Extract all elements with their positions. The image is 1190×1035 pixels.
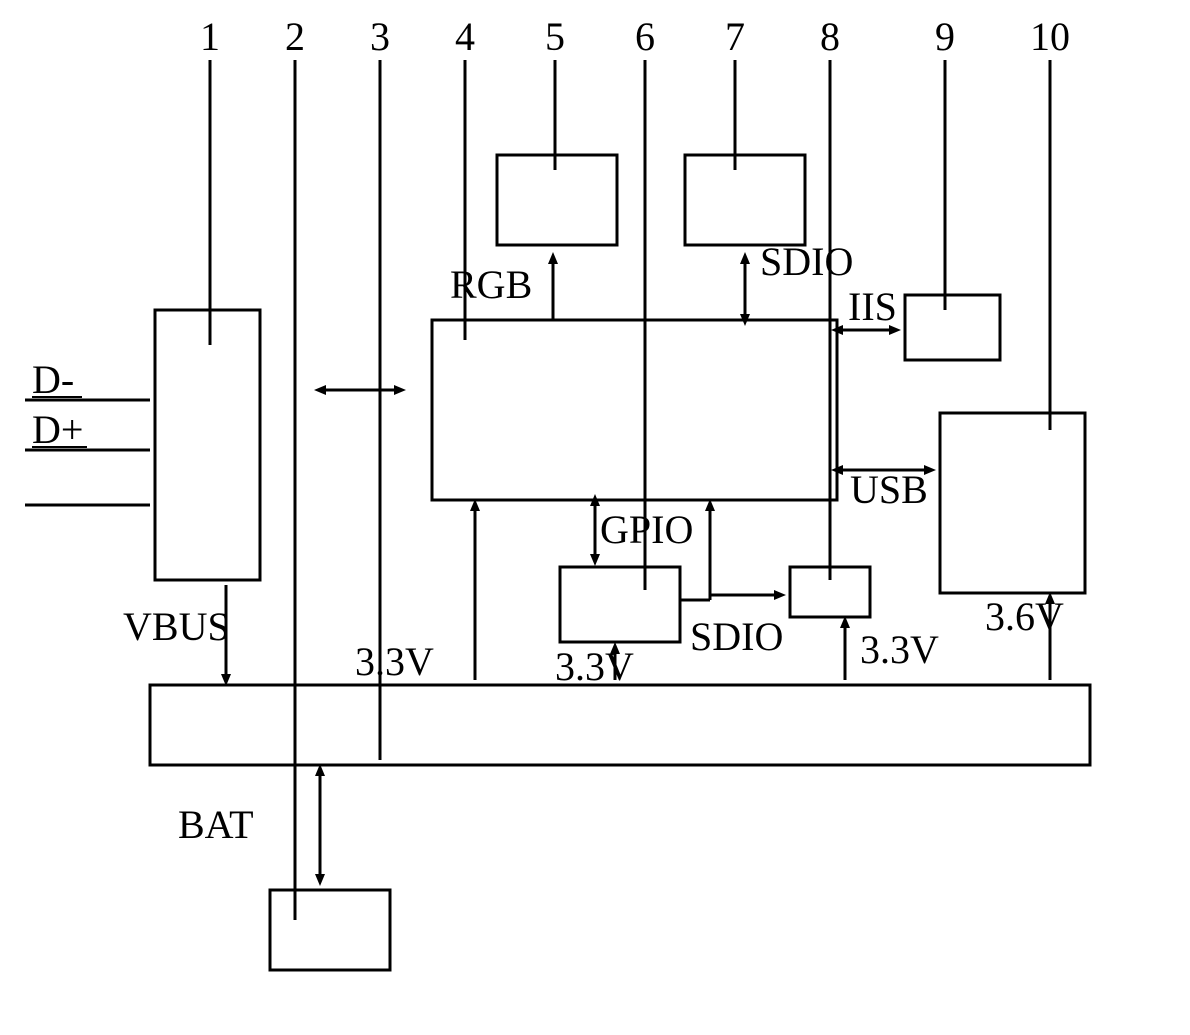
label-vbus: VBUS — [123, 604, 230, 649]
label-3-3v: 3.3V — [555, 644, 634, 689]
block-topB — [685, 155, 805, 245]
callout-number-10: 10 — [1030, 14, 1070, 59]
block-smallMid — [560, 567, 680, 642]
callout-number-4: 4 — [455, 14, 475, 59]
label-sdio: SDIO — [760, 239, 853, 284]
block-bat — [270, 890, 390, 970]
label-rgb: RGB — [450, 262, 532, 307]
block-rightSmall — [905, 295, 1000, 360]
label-usb: USB — [850, 467, 928, 512]
callout-number-1: 1 — [200, 14, 220, 59]
block-bus — [150, 685, 1090, 765]
label-3-3v: 3.3V — [860, 627, 939, 672]
label-iis: IIS — [848, 284, 897, 329]
label-gpio: GPIO — [600, 507, 693, 552]
label-3-3v: 3.3V — [355, 639, 434, 684]
block-center — [432, 320, 837, 500]
block-topA — [497, 155, 617, 245]
block-left — [155, 310, 260, 580]
callout-number-7: 7 — [725, 14, 745, 59]
callout-number-8: 8 — [820, 14, 840, 59]
callout-number-2: 2 — [285, 14, 305, 59]
callout-number-3: 3 — [370, 14, 390, 59]
label-3-6v: 3.6V — [985, 594, 1064, 639]
label-bat: BAT — [178, 802, 254, 847]
block-rightBig — [940, 413, 1085, 593]
callout-number-5: 5 — [545, 14, 565, 59]
label-d-: D+ — [32, 407, 83, 452]
callout-number-9: 9 — [935, 14, 955, 59]
callout-number-6: 6 — [635, 14, 655, 59]
label-sdio: SDIO — [690, 614, 783, 659]
label-d-: D- — [32, 357, 74, 402]
